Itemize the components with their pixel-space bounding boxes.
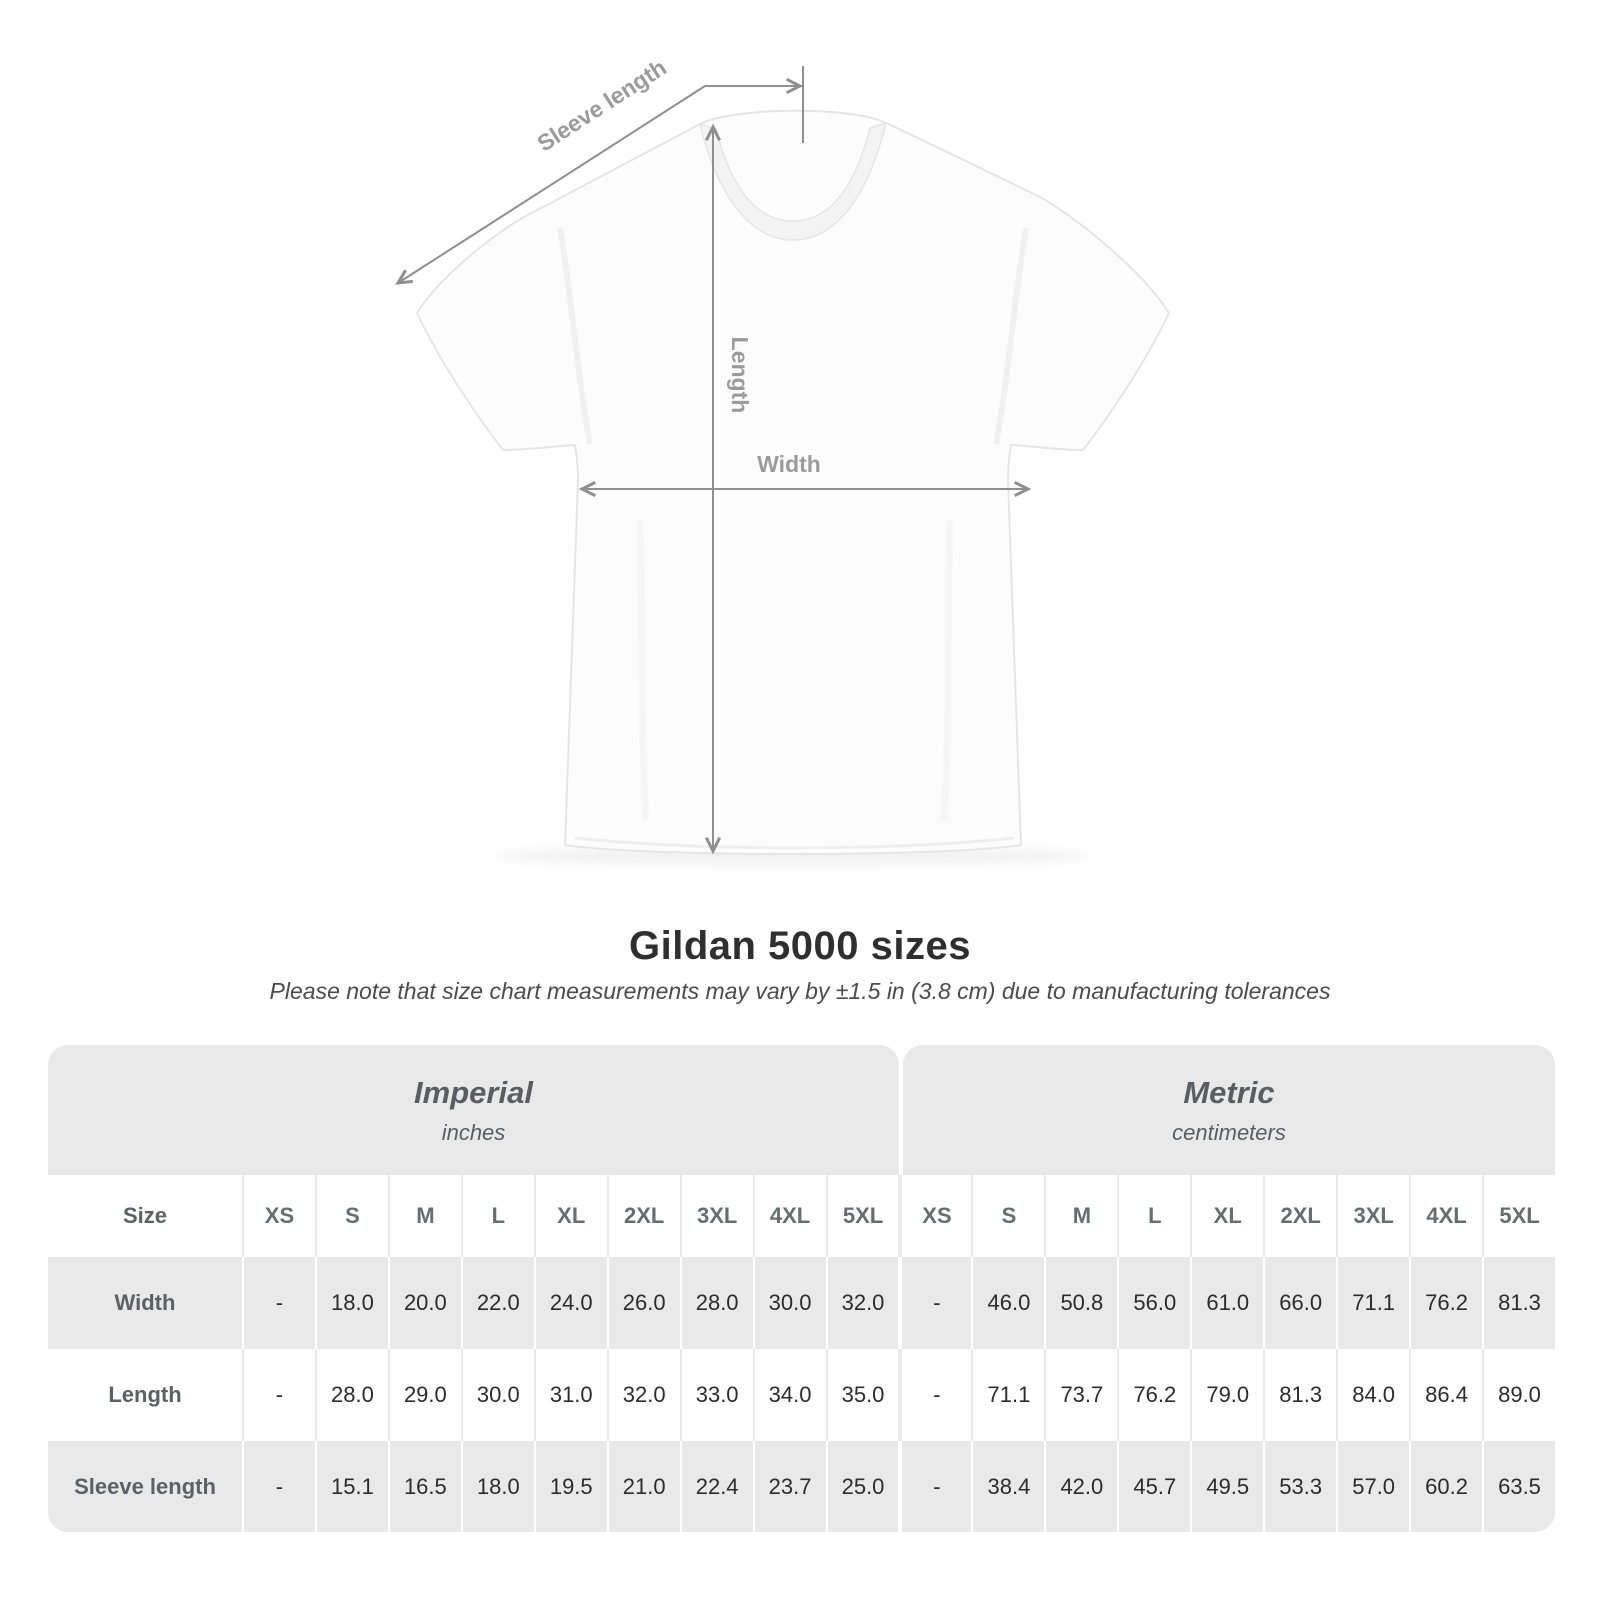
- value-cell: 22.4: [679, 1441, 753, 1532]
- value-cell: 30.0: [460, 1349, 534, 1441]
- length-row: Length - 28.0 29.0 30.0 31.0 32.0 33.0 3…: [48, 1349, 1555, 1441]
- value-cell: 50.8: [1044, 1257, 1118, 1349]
- value-cell: 81.3: [1263, 1349, 1336, 1441]
- length-label: Length: [727, 337, 753, 414]
- value-cell: 31.0: [533, 1349, 607, 1441]
- size-col-header: 4XL: [752, 1175, 826, 1257]
- size-col-header: 3XL: [679, 1175, 753, 1257]
- width-row: Width - 18.0 20.0 22.0 24.0 26.0 28.0 30…: [48, 1257, 1555, 1349]
- value-cell: 42.0: [1044, 1441, 1118, 1532]
- size-col-header: M: [1044, 1175, 1117, 1257]
- value-cell: 19.5: [533, 1441, 607, 1532]
- value-cell: 63.5: [1482, 1441, 1555, 1532]
- size-col-header: 5XL: [825, 1175, 899, 1257]
- value-cell: 32.0: [825, 1257, 899, 1349]
- size-col-header: XL: [1190, 1175, 1263, 1257]
- sleeve-length-arrow: [398, 86, 800, 283]
- tshirt-measurement-diagram: Sleeve length Length Width: [0, 54, 1170, 866]
- imperial-section-name: Imperial: [414, 1074, 533, 1110]
- size-header-row: Size XS S M L XL 2XL 3XL 4XL 5XL XS S M …: [48, 1175, 1555, 1257]
- value-cell: 21.0: [606, 1441, 680, 1532]
- value-cell: -: [242, 1349, 315, 1441]
- size-col-header: XS: [242, 1175, 315, 1257]
- value-cell: 57.0: [1336, 1441, 1410, 1532]
- value-cell: -: [898, 1441, 972, 1532]
- value-cell: 86.4: [1409, 1349, 1482, 1441]
- value-cell: 29.0: [387, 1349, 461, 1441]
- row-label: Width: [48, 1257, 242, 1349]
- value-cell: 15.1: [314, 1441, 388, 1532]
- value-cell: 35.0: [825, 1349, 899, 1441]
- value-cell: 79.0: [1190, 1349, 1263, 1441]
- value-cell: 24.0: [533, 1257, 607, 1349]
- value-cell: -: [242, 1441, 315, 1532]
- value-cell: 81.3: [1482, 1257, 1555, 1349]
- metric-section-name: Metric: [1183, 1074, 1275, 1110]
- imperial-section-unit: inches: [441, 1119, 506, 1145]
- unit-section-headers: Imperial inches Metric centimeters: [48, 1045, 1555, 1175]
- row-label: Length: [108, 1382, 182, 1407]
- sleeve-length-row: Sleeve length - 15.1 16.5 18.0 19.5 21.0…: [48, 1441, 1555, 1532]
- measurement-annotations: [398, 66, 1028, 851]
- size-col-header: L: [460, 1175, 534, 1257]
- metric-section-header: Metric centimeters: [903, 1045, 1555, 1175]
- value-cell: -: [242, 1257, 315, 1349]
- value-cell: 84.0: [1336, 1349, 1409, 1441]
- value-cell: 71.1: [1336, 1257, 1410, 1349]
- value-cell: 76.2: [1409, 1257, 1483, 1349]
- page-title: Gildan 5000 sizes: [628, 924, 971, 968]
- value-cell: 60.2: [1409, 1441, 1483, 1532]
- value-cell: -: [898, 1349, 971, 1441]
- value-cell: 26.0: [606, 1257, 680, 1349]
- value-cell: 38.4: [971, 1441, 1045, 1532]
- value-cell: 45.7: [1117, 1441, 1191, 1532]
- value-cell: 66.0: [1263, 1257, 1337, 1349]
- value-cell: 28.0: [679, 1257, 753, 1349]
- value-cell: 25.0: [825, 1441, 899, 1532]
- tshirt-image: [416, 109, 1170, 855]
- value-cell: 71.1: [971, 1349, 1044, 1441]
- value-cell: 49.5: [1190, 1441, 1264, 1532]
- value-cell: 20.0: [387, 1257, 461, 1349]
- value-cell: 22.0: [460, 1257, 534, 1349]
- size-chart-table: Imperial inches Metric centimeters Size …: [48, 1045, 1555, 1532]
- value-cell: 33.0: [679, 1349, 753, 1441]
- size-col-header: 2XL: [606, 1175, 680, 1257]
- value-cell: 61.0: [1190, 1257, 1264, 1349]
- size-col-header: 5XL: [1482, 1175, 1555, 1257]
- value-cell: -: [898, 1257, 972, 1349]
- size-col-header: XS: [898, 1175, 971, 1257]
- value-cell: 56.0: [1117, 1257, 1191, 1349]
- value-cell: 18.0: [314, 1257, 388, 1349]
- size-col-header: 4XL: [1409, 1175, 1482, 1257]
- value-cell: 23.7: [752, 1441, 826, 1532]
- size-col-header: 2XL: [1263, 1175, 1336, 1257]
- value-cell: 53.3: [1263, 1441, 1337, 1532]
- value-cell: 76.2: [1117, 1349, 1190, 1441]
- size-col-header: S: [314, 1175, 388, 1257]
- size-col-header: L: [1117, 1175, 1190, 1257]
- value-cell: 32.0: [606, 1349, 680, 1441]
- value-cell: 73.7: [1044, 1349, 1117, 1441]
- row-label: Size: [122, 1203, 168, 1228]
- size-col-header: 3XL: [1336, 1175, 1409, 1257]
- value-cell: 46.0: [971, 1257, 1045, 1349]
- value-cell: 16.5: [387, 1441, 461, 1532]
- row-label: Sleeve length: [48, 1441, 242, 1532]
- value-cell: 30.0: [752, 1257, 826, 1349]
- sleeve-length-label: Sleeve length: [532, 54, 671, 157]
- value-cell: 18.0: [460, 1441, 534, 1532]
- metric-section-unit: centimeters: [1172, 1119, 1286, 1145]
- value-cell: 34.0: [752, 1349, 826, 1441]
- tolerance-note: Please note that size chart measurements…: [269, 978, 1331, 1004]
- value-cell: 89.0: [1482, 1349, 1555, 1441]
- value-cell: 28.0: [314, 1349, 388, 1441]
- size-col-header: XL: [533, 1175, 607, 1257]
- size-col-header: M: [387, 1175, 461, 1257]
- imperial-section-header: Imperial inches: [48, 1045, 899, 1175]
- width-label: Width: [757, 451, 821, 477]
- size-col-header: S: [971, 1175, 1044, 1257]
